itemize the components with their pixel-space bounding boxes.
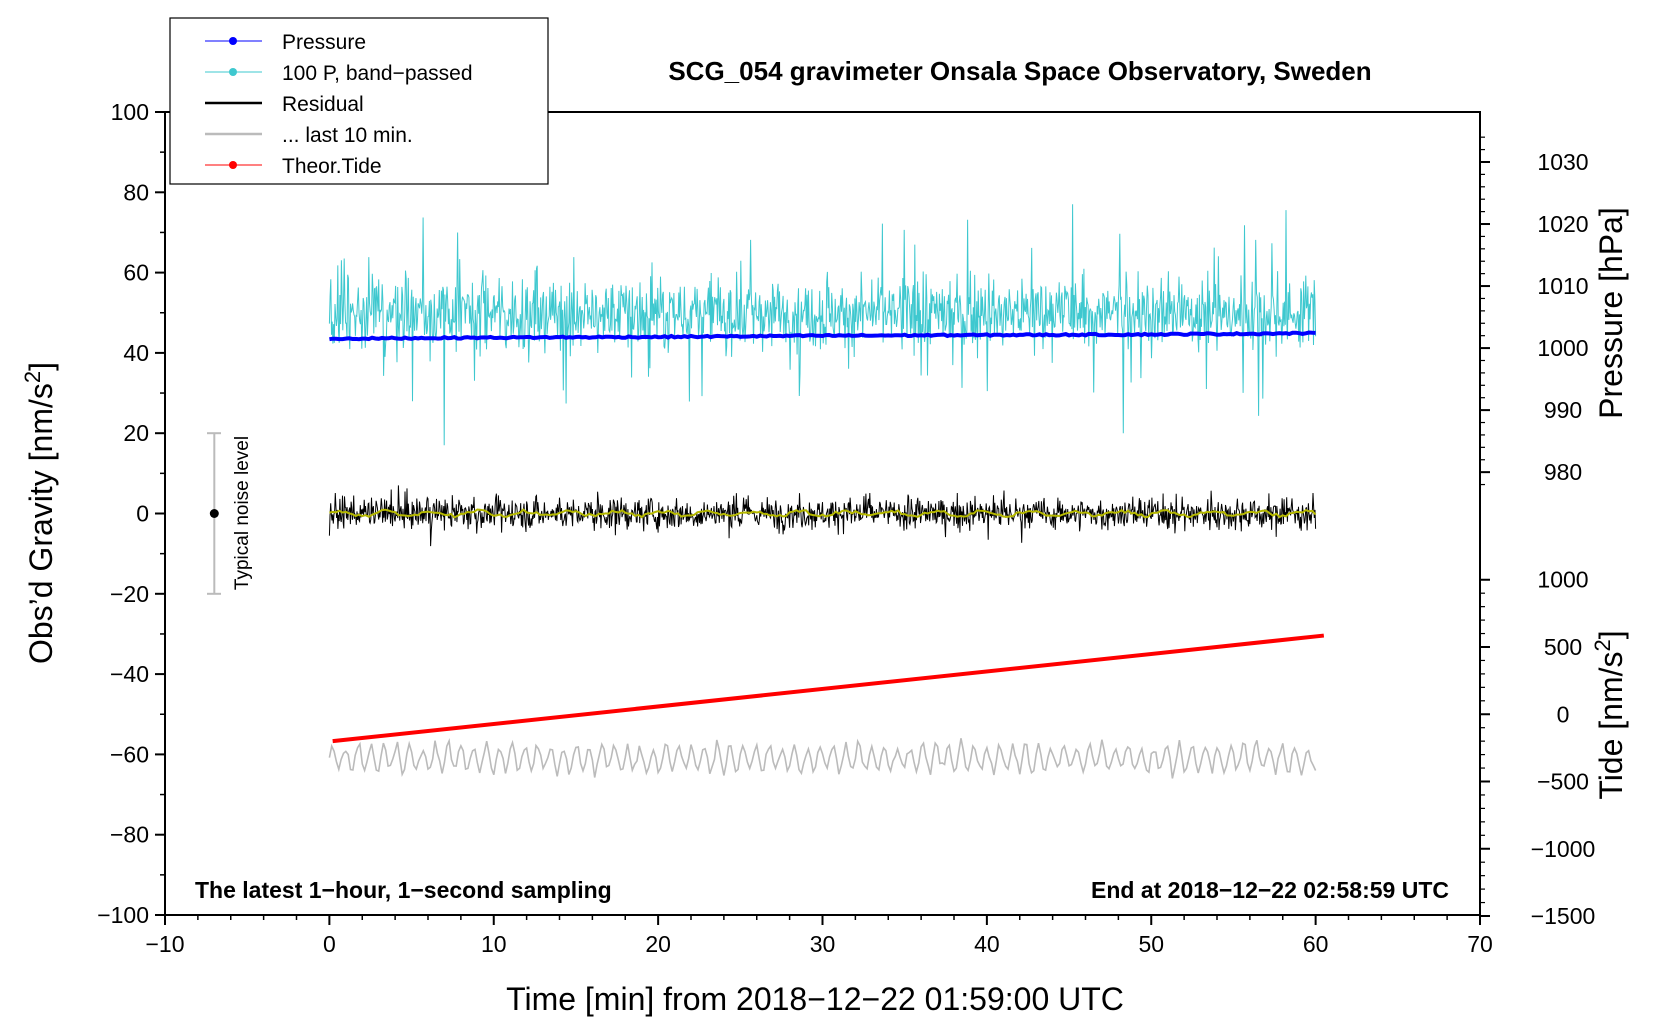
x-tick-label-7: 60: [1303, 931, 1329, 957]
x-tick-label-3: 20: [645, 931, 671, 957]
legend-label-4: Theor.Tide: [282, 155, 382, 178]
y-tick-label-0: 100: [111, 99, 149, 125]
noise-level-marker: Typical noise level: [207, 432, 253, 595]
chart-title: SCG_054 gravimeter Onsala Space Observat…: [668, 56, 1371, 86]
y-axis-left-title-main: Obs’d Gravity [nm/s: [23, 383, 59, 664]
y-tick-label-8: −60: [110, 741, 149, 767]
legend-label-2: Residual: [282, 93, 364, 116]
pressure-axis-title: Pressure [hPa]: [1593, 207, 1629, 419]
noise-center-dot: [209, 509, 219, 518]
x-tick-label-5: 40: [974, 931, 1000, 957]
y-tick-label-4: 20: [123, 420, 149, 446]
legend-label-3: ... last 10 min.: [282, 124, 413, 147]
legend: Pressure 100 P, band−passed Residual ... la…: [169, 17, 549, 185]
y-axis-left-ticks: 100 80 60 40 20 0 −20 −40 −60 −80 −100: [97, 99, 165, 928]
y-tick-label-6: −20: [110, 581, 149, 607]
tide-tick-label-3: −500: [1537, 769, 1589, 795]
series-band-passed-pressure: [328, 204, 1317, 446]
noise-level-label: Typical noise level: [232, 436, 253, 590]
series-last-10-min: [328, 738, 1317, 779]
tide-axis-title-superscript: 2: [1590, 639, 1615, 651]
y-tick-label-2: 60: [123, 260, 149, 286]
tide-tick-label-0: 1000: [1537, 567, 1588, 593]
tide-axis-title-main: Tide [nm/s: [1593, 651, 1629, 799]
y-axis-left-title: Obs’d Gravity [nm/s2]: [20, 362, 59, 664]
tide-tick-label-2: 0: [1557, 701, 1570, 727]
tide-axis-title-end: ]: [1593, 630, 1629, 639]
tide-tick-label-1: 500: [1544, 634, 1582, 660]
pressure-tick-label-3: 1010: [1537, 273, 1588, 299]
series-layer: [328, 204, 1325, 779]
y-tick-label-5: 0: [136, 501, 149, 527]
y-tick-label-9: −80: [110, 822, 149, 848]
annotation-end-time: End at 2018−12−22 02:58:59 UTC: [1091, 877, 1449, 903]
annotation-latest-hour: The latest 1−hour, 1−second sampling: [195, 877, 612, 903]
series-theoretical-tide: [332, 633, 1325, 744]
legend-marker-0: [229, 37, 237, 45]
y-axis-left-title-superscript: 2: [20, 371, 45, 383]
legend-box: [169, 17, 549, 185]
pressure-axis-ticks: 980 990 1000 1010 1020 1030: [1480, 136, 1589, 486]
x-tick-label-8: 70: [1467, 931, 1493, 957]
y-tick-label-10: −100: [97, 902, 149, 928]
pressure-tick-label-0: 980: [1544, 459, 1582, 485]
series-residual: [328, 485, 1317, 547]
x-tick-label-4: 30: [810, 931, 836, 957]
y-tick-label-3: 40: [123, 340, 149, 366]
legend-marker-1: [229, 68, 237, 76]
pressure-tick-label-1: 990: [1544, 397, 1582, 423]
pressure-tick-label-4: 1020: [1537, 211, 1588, 237]
x-axis-ticks: −10 0 10 20 30 40 50 60 70: [145, 915, 1493, 957]
x-tick-label-6: 50: [1138, 931, 1164, 957]
x-tick-label-0: −10: [145, 931, 184, 957]
tide-axis-ticks: 1000 500 0 −500 −1000 −1500: [1480, 567, 1595, 929]
x-tick-label-2: 10: [481, 931, 507, 957]
tide-tick-label-5: −1500: [1531, 903, 1596, 929]
y-tick-label-7: −40: [110, 661, 149, 687]
y-tick-label-1: 80: [123, 179, 149, 205]
y-axis-left-title-end: ]: [23, 362, 59, 371]
series-residual-smoothed: [329, 508, 1317, 519]
tide-tick-label-4: −1000: [1531, 836, 1596, 862]
x-tick-label-1: 0: [323, 931, 336, 957]
pressure-tick-label-5: 1030: [1537, 149, 1588, 175]
legend-label-1: 100 P, band−passed: [282, 62, 473, 85]
legend-marker-4: [229, 161, 237, 169]
series-pressure: [329, 330, 1316, 342]
pressure-tick-label-2: 1000: [1537, 335, 1588, 361]
legend-label-0: Pressure: [282, 31, 366, 54]
x-axis-title: Time [min] from 2018−12−22 01:59:00 UTC: [506, 981, 1124, 1017]
tide-axis-title: Tide [nm/s2]: [1590, 630, 1629, 799]
